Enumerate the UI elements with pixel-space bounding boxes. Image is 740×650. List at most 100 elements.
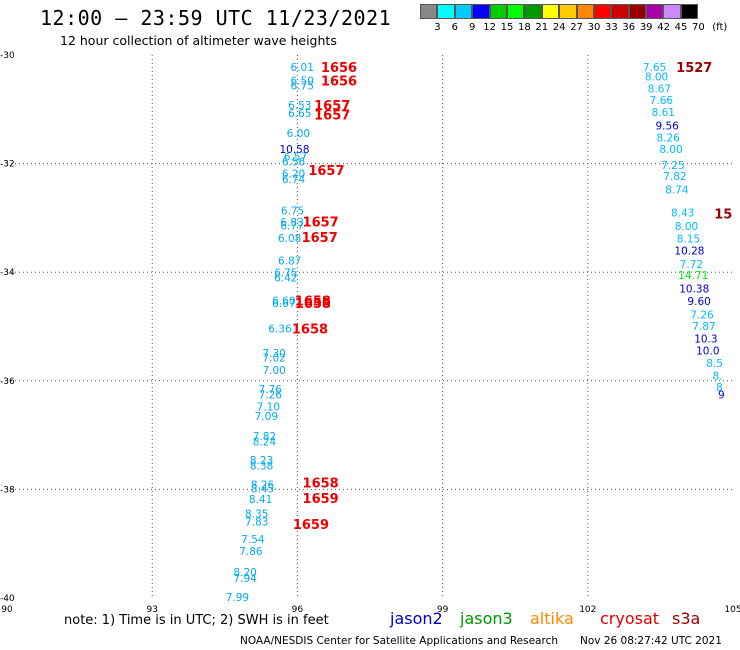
- lon-tick-label: 96: [292, 605, 304, 615]
- pass-time-label: 1658: [295, 294, 331, 309]
- wave-height-label: 7.83: [245, 516, 268, 528]
- wave-height-label: 8.38: [250, 461, 273, 473]
- wave-height-label: 7.30: [262, 348, 285, 360]
- wave-height-label: 6.75: [281, 205, 304, 217]
- wave-height-label: 6.00: [287, 128, 310, 140]
- wave-height-label: 6.75: [274, 268, 297, 280]
- wave-height-label: 6.08: [278, 233, 301, 245]
- wave-height-label: 6.56: [282, 156, 306, 168]
- wave-height-label: 9.60: [687, 296, 710, 308]
- legend-altika: altika: [530, 609, 574, 628]
- lat-tick-label: -32: [0, 160, 15, 170]
- scale-swatch: [506, 4, 525, 19]
- scale-label: 9: [469, 22, 476, 33]
- scale-swatch: [541, 4, 560, 19]
- wave-height-label: 8.41: [249, 494, 272, 506]
- scale-label: 36: [622, 22, 636, 33]
- wave-height-label: 8.: [712, 370, 722, 382]
- wave-height-label: 7.26: [690, 310, 714, 322]
- units-note: note: 1) Time is in UTC; 2) SWH is in fe…: [64, 613, 329, 628]
- scale-label: 45: [674, 22, 688, 33]
- wave-height-label: 6.60: [272, 295, 295, 307]
- scale-swatch: [489, 4, 507, 19]
- scale-swatch: [646, 4, 664, 19]
- scale-swatch: [628, 4, 647, 19]
- wave-height-label: 8.26: [251, 480, 275, 492]
- scale-label: 6: [451, 22, 458, 33]
- wave-height-label: 8: [716, 382, 723, 394]
- wave-height-label: 6.53: [288, 100, 311, 112]
- wave-height-label: 8.67: [648, 84, 671, 96]
- wave-height-label: 8.00: [675, 221, 698, 233]
- pass-time-label: 1657: [314, 109, 350, 124]
- legend-jason3: jason3: [460, 609, 513, 628]
- wave-height-label: 7.82: [663, 171, 686, 183]
- scale-label: 15: [500, 22, 514, 33]
- wave-height-label: 7.66: [650, 95, 674, 107]
- scale-swatch: [576, 4, 594, 19]
- scale-swatch: [611, 4, 629, 19]
- pass-time-label: 1657: [302, 231, 338, 246]
- color-scale-bar: [420, 4, 699, 19]
- legend-cryosat: cryosat: [600, 609, 660, 628]
- wave-height-label: 14.71: [678, 270, 708, 282]
- wave-height-label: 7.00: [262, 365, 285, 377]
- wave-height-label: 7.94: [233, 573, 257, 585]
- wave-height-label: 7.02: [262, 352, 285, 364]
- legend-jason2: jason2: [390, 609, 443, 628]
- wave-height-label: 8.45: [251, 483, 274, 495]
- wave-height-label: 7.26: [259, 389, 283, 401]
- wave-height-label: 7.87: [692, 321, 715, 333]
- scale-label: 18: [518, 22, 531, 33]
- wave-height-label: 6.87: [278, 255, 301, 267]
- pass-time-label: 1656: [321, 61, 357, 76]
- pass-time-label: 1657: [314, 99, 350, 114]
- wave-height-label: 6.75: [291, 80, 314, 92]
- wave-height-label: 7.09: [255, 411, 278, 423]
- wave-height-label: 7.72: [680, 259, 703, 271]
- lon-tick-label: 102: [579, 605, 596, 615]
- wave-height-label: 6.67: [272, 298, 295, 310]
- lat-tick-label: -36: [0, 377, 15, 387]
- wave-height-label: 8.00: [645, 72, 668, 84]
- wave-height-label: 8.00: [659, 144, 682, 156]
- lon-tick-label: 99: [437, 605, 449, 615]
- pass-time-label: 15: [714, 208, 732, 223]
- scale-swatch: [454, 4, 473, 19]
- wave-height-label: 7.82: [253, 431, 276, 443]
- footer-timestamp: Nov 26 08:27:42 UTC 2021: [580, 635, 722, 647]
- pass-time-label: 1658: [292, 323, 328, 338]
- scale-swatch: [663, 4, 681, 19]
- wave-height-label: 8.26: [656, 133, 680, 145]
- scale-label: 24: [552, 22, 566, 33]
- wave-height-label: 6.42: [274, 273, 297, 285]
- scale-label: 39: [639, 22, 653, 33]
- scale-swatch: [437, 4, 455, 19]
- lon-tick-label: 105: [724, 605, 740, 615]
- scale-label: 21: [535, 22, 549, 33]
- wave-height-label: 7.99: [226, 592, 249, 604]
- pass-time-label: 1527: [676, 61, 712, 76]
- wave-height-label: 8.43: [671, 207, 694, 219]
- wave-height-label: 6.83: [280, 217, 303, 229]
- wave-height-label: 6.65: [288, 108, 311, 120]
- wave-height-label: 7.10: [257, 401, 280, 413]
- scale-label: (ft): [712, 22, 728, 33]
- wave-height-label: 10.3: [694, 333, 717, 345]
- wave-height-label: 8.61: [652, 107, 675, 119]
- wave-height-label: 10.38: [679, 283, 709, 295]
- wave-height-label: 6.01: [291, 62, 314, 74]
- wave-height-label: 8.35: [245, 508, 268, 520]
- pass-time-label: 1659: [293, 518, 329, 533]
- wave-height-label: 7.54: [241, 534, 265, 546]
- scale-label: 42: [657, 22, 670, 33]
- wave-height-label: 8.24: [253, 437, 277, 449]
- scale-label: 3: [434, 22, 441, 33]
- wave-height-label: 6.77: [280, 221, 303, 233]
- scale-swatch: [472, 4, 490, 19]
- wave-height-label: 8.5: [706, 358, 723, 370]
- lat-tick-label: -34: [0, 268, 15, 278]
- wave-height-label: 7.76: [259, 384, 283, 396]
- scale-label: 33: [605, 22, 618, 33]
